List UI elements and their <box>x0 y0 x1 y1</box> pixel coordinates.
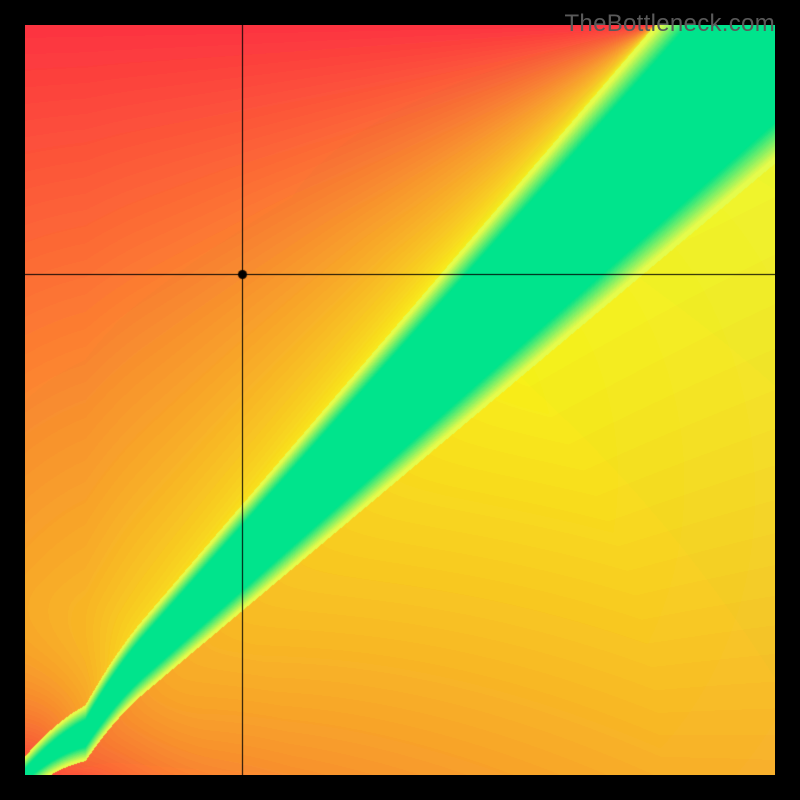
chart-container: { "watermark": "TheBottleneck.com", "cha… <box>0 0 800 800</box>
bottleneck-heatmap <box>25 25 775 775</box>
watermark-text: TheBottleneck.com <box>564 10 775 38</box>
